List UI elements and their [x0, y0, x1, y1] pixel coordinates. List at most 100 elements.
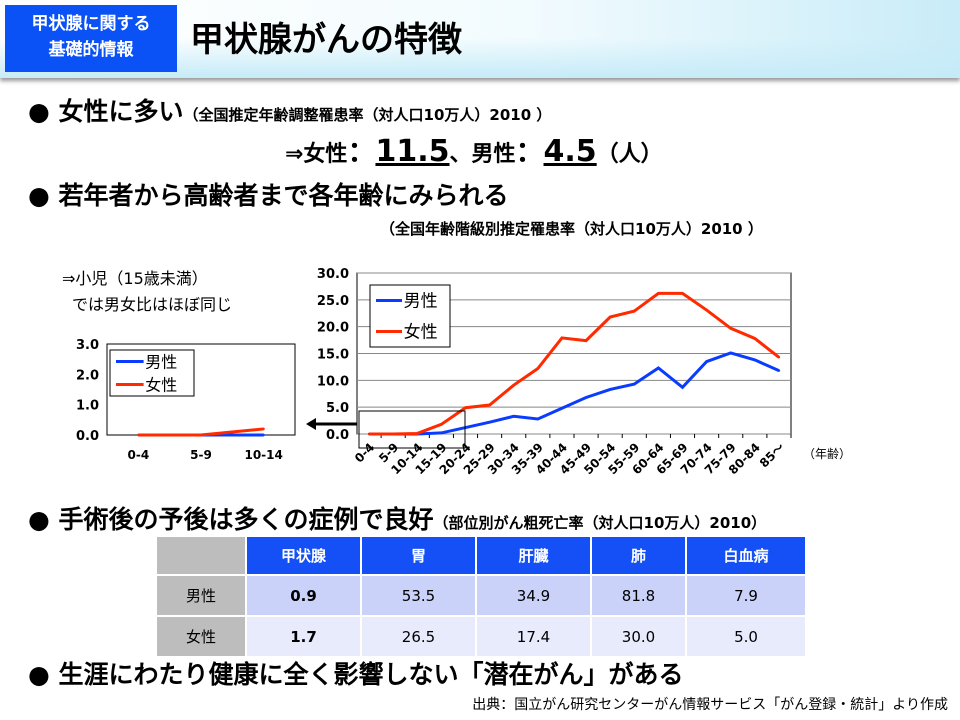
badge-line: 甲状腺に関する — [31, 14, 151, 34]
rate-line: ⇒女性：11.5、男性：4.5（人） — [285, 130, 663, 170]
data-point — [367, 432, 371, 436]
bullet-note: （全国年齢階級別推定罹患率（対人口10万人）2010 ） — [380, 220, 763, 238]
note-line: では男女比はほぼ同じ — [72, 295, 233, 314]
data-point — [753, 358, 757, 362]
x-tick-label: 85～ — [757, 440, 787, 470]
row-label: 女性 — [155, 615, 247, 658]
header-cell: 肝臓 — [475, 535, 592, 576]
series-line-female — [369, 291, 780, 436]
bullet-2: ● 若年者から高齢者まで各年齢にみられる — [28, 181, 509, 210]
bullet-1: ● 女性に多い（全国推定年齢調整罹患率（対人口10万人）2010 ） — [28, 97, 552, 126]
bullet-4: ● 生涯にわたり健康に全く影響しない「潜在がん」がある — [28, 660, 684, 689]
row-label: 男性 — [155, 574, 247, 617]
bullet-text: 女性に多い — [58, 97, 184, 126]
data-point — [633, 309, 636, 313]
data-point — [199, 433, 203, 437]
colon: ： — [347, 135, 376, 168]
data-point — [777, 369, 781, 372]
bullet-note: （全国推定年齢調整罹患率（対人口10万人）2010 ） — [183, 106, 552, 124]
legend-label: 女性 — [404, 323, 438, 343]
data-point — [536, 367, 540, 370]
x-tick-label: 0-4 — [352, 440, 377, 465]
data-point — [681, 292, 684, 295]
y-tick-label: 25.0 — [317, 294, 349, 309]
main-chart: 0.05.010.015.020.025.030.00-45-910-1415-… — [317, 267, 851, 477]
y-tick-label: 0.0 — [76, 429, 99, 444]
y-tick-label: 30.0 — [317, 267, 349, 282]
y-tick-label: 0.0 — [326, 428, 349, 443]
data-point — [705, 308, 708, 312]
data-point — [440, 431, 443, 435]
y-tick-label: 3.0 — [76, 338, 99, 353]
y-tick-label: 2.0 — [76, 368, 99, 383]
data-point — [584, 339, 588, 342]
y-tick-label: 10.0 — [317, 374, 349, 389]
data-point — [608, 388, 612, 391]
bullet-3: ● 手術後の予後は多くの症例で良好（部位別がん粗死亡率（対人口10万人）2010… — [28, 505, 767, 534]
legend-label: 女性 — [145, 376, 177, 395]
header-cell: 胃 — [360, 535, 477, 576]
bullet-note: （部位別がん粗死亡率（対人口10万人）2010） — [433, 514, 767, 532]
data-point — [681, 386, 684, 389]
badge-line: 基礎的情報 — [48, 40, 134, 60]
data-point — [729, 327, 732, 330]
header-cell — [155, 535, 247, 576]
cell: 5.0 — [685, 615, 807, 658]
data-point — [753, 337, 757, 340]
header-cell: 肺 — [590, 535, 687, 576]
data-point — [440, 423, 443, 426]
data-point — [729, 351, 732, 355]
table-header: 甲状腺 胃 肝臓 肺 白血病 — [155, 535, 807, 576]
data-point — [560, 407, 564, 410]
x-unit-label: （年齢） — [803, 446, 851, 461]
data-point — [488, 403, 491, 407]
cell: 81.8 — [590, 574, 687, 617]
header-cell: 白血病 — [685, 535, 807, 576]
female-rate: 11.5 — [375, 134, 450, 169]
data-point — [633, 382, 636, 386]
data-point — [705, 360, 708, 363]
y-tick-label: 5.0 — [326, 401, 349, 416]
data-point — [262, 433, 265, 437]
cell: 0.9 — [245, 574, 362, 617]
charts: 0.05.010.015.020.025.030.00-45-910-1415-… — [76, 267, 851, 477]
data-point — [536, 417, 540, 421]
data-point — [777, 356, 781, 359]
bullet-text: 手術後の予後は多くの症例で良好 — [58, 505, 434, 534]
legend-label: 男性 — [404, 292, 438, 312]
colon: ： — [515, 135, 544, 168]
data-point — [584, 396, 588, 399]
note-line: ⇒小児（15歳未満） — [62, 269, 208, 288]
bullet-text: 生涯にわたり健康に全く影響しない「潜在がん」がある — [58, 660, 684, 689]
cell: 30.0 — [590, 615, 687, 658]
source-note: 出典：国立がん研究センターがん情報サービス「がん登録・統計」より作成 — [472, 697, 948, 713]
cell: 26.5 — [360, 615, 477, 658]
section-badge: 甲状腺に関する 基礎的情報 — [5, 5, 177, 72]
header-cell: 甲状腺 — [245, 535, 362, 576]
data-point — [560, 336, 564, 340]
y-tick-label: 15.0 — [317, 348, 349, 363]
highlight-box — [358, 410, 466, 449]
cell: 53.5 — [360, 574, 477, 617]
cell: 34.9 — [475, 574, 592, 617]
data-point — [464, 406, 467, 409]
mortality-table: 甲状腺 胃 肝臓 肺 白血病 男性 0.9 53.5 34.9 81.8 7.9… — [155, 535, 807, 658]
page-title: 甲状腺がんの特徴 — [190, 20, 462, 60]
rate-sep: 、男性 — [449, 142, 516, 167]
data-point — [608, 315, 612, 319]
y-tick-label: 20.0 — [317, 321, 349, 336]
data-point — [512, 383, 515, 387]
cell: 7.9 — [685, 574, 807, 617]
bullet-text: 若年者から高齢者まで各年齢にみられる — [58, 181, 509, 210]
table-row: 女性 1.7 26.5 17.4 30.0 5.0 — [155, 615, 807, 658]
rate-unit: （人） — [596, 142, 663, 167]
data-point — [657, 292, 660, 295]
x-tick-label: 10-14 — [244, 448, 282, 462]
data-point — [657, 366, 660, 370]
cell: 17.4 — [475, 615, 592, 658]
data-point — [512, 415, 515, 418]
data-point — [262, 427, 265, 431]
data-point — [391, 432, 395, 436]
series-line-male — [369, 351, 780, 436]
legend — [369, 284, 451, 348]
